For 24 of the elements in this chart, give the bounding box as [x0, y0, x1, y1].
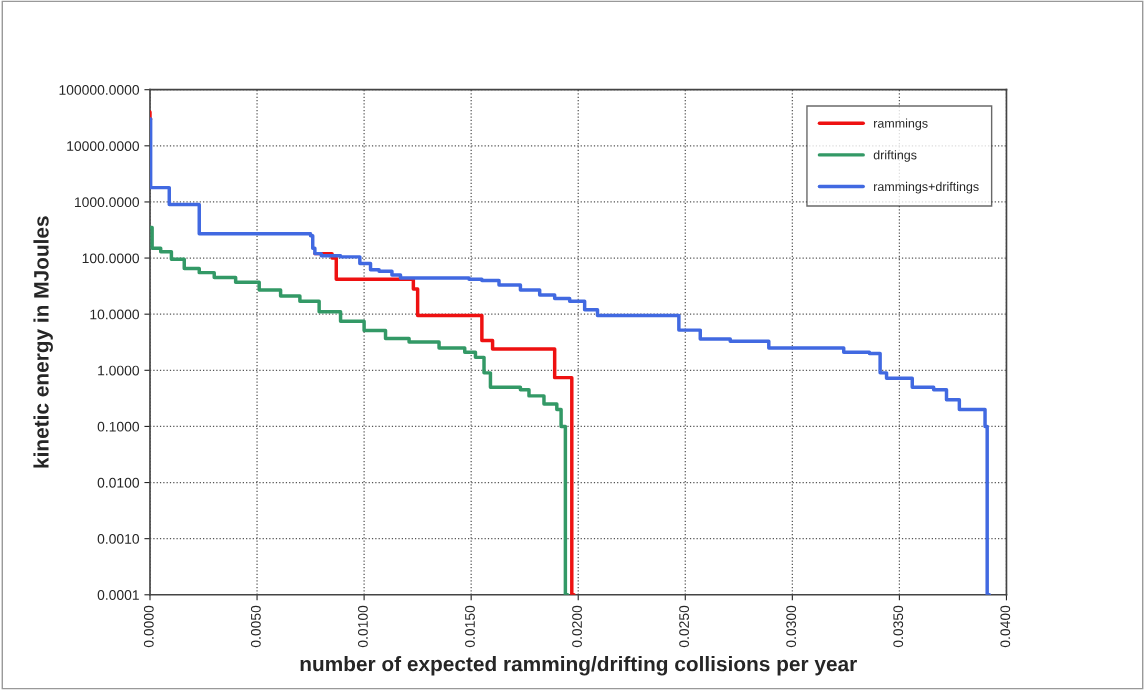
y-tick-label: 0.0010 — [97, 533, 140, 544]
x-tick-label: 0.0050 — [250, 605, 261, 648]
y-tick-label: 100.0000 — [82, 253, 140, 264]
y-tick-label: 100000.0000 — [59, 85, 140, 95]
x-tick-label: 0.0400 — [1000, 605, 1011, 648]
y-tick-label: 10000.0000 — [67, 141, 140, 151]
x-tick-label: 0.0350 — [893, 605, 904, 648]
x-tick-label: 0.0000 — [143, 605, 154, 648]
legend-label: driftings — [873, 150, 917, 162]
y-tick-label: 0.0100 — [97, 477, 140, 488]
legend-label: rammings+driftings — [874, 181, 979, 194]
y-tick-label: 1000.0000 — [74, 197, 140, 208]
x-axis-title: number of expected ramming/drifting collisions per year — [300, 656, 857, 676]
y-tick-label: 0.0001 — [97, 590, 139, 600]
y-tick-label: 0.1000 — [97, 421, 140, 432]
x-tick-label: 0.0150 — [465, 605, 475, 648]
x-tick-label: 0.0100 — [358, 605, 368, 648]
x-tick-label: 0.0300 — [786, 605, 797, 648]
y-axis-title: kinetic energy in MJoules — [33, 216, 53, 468]
y-tick-label: 1.0000 — [98, 365, 140, 376]
legend-label: rammings — [874, 118, 928, 131]
x-tick-label: 0.0200 — [572, 605, 582, 648]
x-tick-label: 0.0250 — [679, 605, 690, 648]
y-tick-label: 10.0000 — [90, 309, 140, 320]
